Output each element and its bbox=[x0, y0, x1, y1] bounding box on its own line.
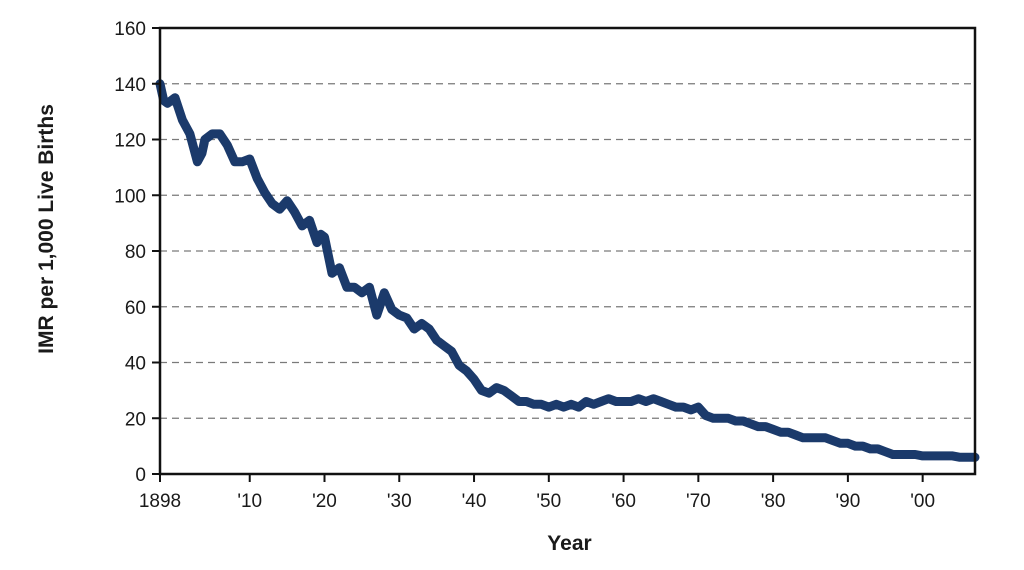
x-tick-label: '50 bbox=[536, 491, 561, 512]
y-tick-label: 20 bbox=[125, 409, 146, 430]
x-tick-label: '20 bbox=[312, 491, 337, 512]
y-tick-label: 160 bbox=[114, 19, 146, 40]
x-tick-label: '30 bbox=[387, 491, 412, 512]
y-tick-label: 120 bbox=[114, 131, 146, 152]
y-tick-label: 40 bbox=[125, 354, 146, 375]
y-tick-label: 140 bbox=[114, 75, 146, 96]
y-tick-label: 0 bbox=[135, 465, 146, 486]
y-tick-label: 100 bbox=[114, 186, 146, 207]
imr-series-line bbox=[155, 79, 980, 462]
y-tick-label: 80 bbox=[125, 242, 146, 263]
x-tick-label: 1898 bbox=[139, 491, 181, 512]
x-axis-title: Year bbox=[547, 532, 591, 555]
y-axis-title: IMR per 1,000 Live Births bbox=[35, 104, 58, 354]
x-tick-label: '40 bbox=[462, 491, 487, 512]
x-tick-label: '70 bbox=[686, 491, 711, 512]
x-tick-label: '90 bbox=[836, 491, 861, 512]
x-tick-label: '00 bbox=[910, 491, 935, 512]
x-tick-label: '80 bbox=[761, 491, 786, 512]
y-tick-label: 60 bbox=[125, 298, 146, 319]
x-tick-label: '10 bbox=[237, 491, 262, 512]
x-tick-label: '60 bbox=[611, 491, 636, 512]
